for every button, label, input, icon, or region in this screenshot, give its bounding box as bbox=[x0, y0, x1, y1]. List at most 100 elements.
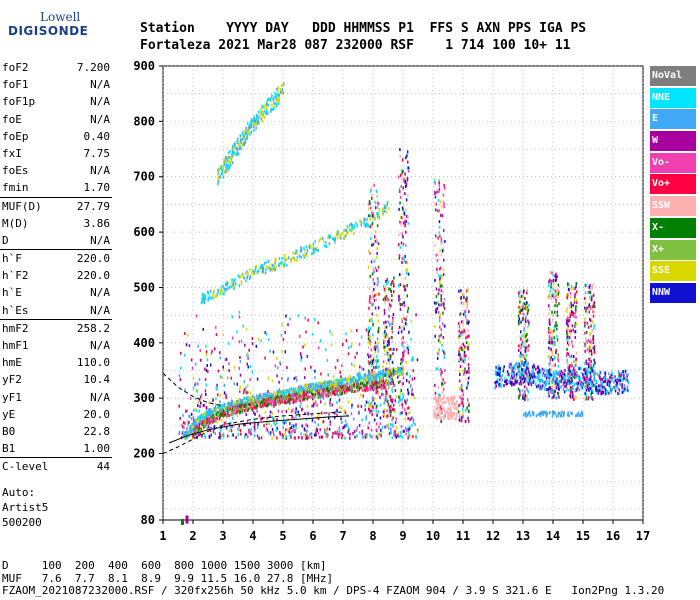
echo-point bbox=[318, 382, 320, 386]
echo-point bbox=[292, 400, 295, 404]
echo-point bbox=[389, 288, 392, 292]
echo-point bbox=[568, 341, 570, 345]
echo-point bbox=[527, 325, 529, 329]
echo-point bbox=[255, 264, 258, 268]
echo-point bbox=[581, 371, 583, 375]
echo-point bbox=[257, 337, 260, 341]
echo-point bbox=[337, 232, 339, 236]
echo-point bbox=[407, 306, 410, 310]
echo-point bbox=[253, 429, 256, 433]
echo-point bbox=[250, 401, 253, 405]
echo-point bbox=[386, 375, 388, 379]
echo-point bbox=[234, 403, 237, 407]
echo-point bbox=[207, 298, 209, 302]
echo-point bbox=[317, 388, 320, 392]
echo-point bbox=[370, 358, 372, 362]
param-value: N/A bbox=[90, 286, 110, 300]
echo-point bbox=[244, 422, 247, 426]
echo-point bbox=[257, 269, 260, 273]
echo-point bbox=[334, 236, 336, 240]
param-value: 110.0 bbox=[76, 356, 110, 370]
echo-point bbox=[522, 307, 525, 311]
echo-point bbox=[462, 401, 464, 405]
echo-point bbox=[268, 402, 271, 406]
echo-point bbox=[570, 284, 573, 288]
echo-point bbox=[230, 376, 232, 380]
echo-point bbox=[344, 384, 347, 388]
echo-point bbox=[240, 405, 242, 409]
echo-point bbox=[272, 417, 275, 421]
echo-point bbox=[585, 309, 587, 313]
echo-point bbox=[401, 171, 403, 175]
echo-point bbox=[277, 393, 280, 397]
echo-point bbox=[230, 429, 233, 433]
echo-point bbox=[589, 340, 591, 344]
echo-point bbox=[349, 377, 352, 381]
echo-point bbox=[384, 373, 386, 377]
echo-point bbox=[462, 349, 465, 353]
echo-point bbox=[197, 404, 199, 408]
echo-point bbox=[588, 349, 591, 353]
echo-point bbox=[221, 284, 224, 288]
echo-point bbox=[340, 417, 342, 421]
echo-point bbox=[276, 426, 278, 430]
echo-point bbox=[286, 396, 288, 400]
echo-point bbox=[383, 383, 385, 387]
echo-point bbox=[366, 435, 368, 439]
echo-point bbox=[572, 366, 575, 370]
echo-point bbox=[387, 280, 389, 284]
echo-point bbox=[584, 378, 586, 382]
echo-point bbox=[256, 434, 259, 438]
echo-point bbox=[215, 295, 218, 299]
echo-point bbox=[284, 350, 287, 354]
echo-point bbox=[434, 190, 436, 194]
echo-point bbox=[396, 367, 398, 371]
echo-point bbox=[372, 267, 374, 271]
echo-point bbox=[311, 390, 314, 394]
echo-point bbox=[356, 373, 359, 377]
echo-point bbox=[406, 154, 408, 158]
echo-point bbox=[569, 294, 572, 298]
echo-point bbox=[301, 395, 303, 399]
echo-point bbox=[437, 334, 440, 338]
echo-point bbox=[387, 367, 389, 371]
echo-point bbox=[228, 362, 230, 366]
echo-point bbox=[555, 272, 557, 276]
echo-point bbox=[590, 359, 592, 363]
echo-point bbox=[332, 431, 334, 435]
echo-point bbox=[378, 425, 380, 429]
logo-lowell: Lowell bbox=[40, 10, 81, 24]
echo-point bbox=[223, 158, 225, 162]
echo-point bbox=[376, 313, 378, 317]
echo-point bbox=[245, 407, 247, 411]
echo-point bbox=[382, 365, 384, 369]
echo-point bbox=[272, 263, 274, 267]
echo-point bbox=[240, 400, 242, 404]
echo-point bbox=[379, 385, 381, 389]
echo-point bbox=[368, 379, 370, 383]
echo-point bbox=[317, 431, 319, 435]
echo-point bbox=[283, 394, 286, 398]
echo-point bbox=[461, 397, 464, 401]
echo-point bbox=[290, 387, 293, 391]
echo-point bbox=[269, 349, 271, 353]
echo-point bbox=[592, 339, 595, 343]
echo-point bbox=[317, 423, 319, 427]
echo-point bbox=[231, 413, 234, 417]
echo-point bbox=[586, 379, 588, 383]
echo-point bbox=[277, 398, 279, 402]
echo-point bbox=[289, 427, 291, 431]
echo-point bbox=[345, 388, 348, 392]
echo-point bbox=[439, 267, 441, 271]
echo-point bbox=[391, 298, 393, 302]
echo-point bbox=[345, 339, 348, 343]
echo-point bbox=[415, 434, 417, 438]
echo-point bbox=[236, 414, 239, 418]
echo-point bbox=[333, 381, 335, 385]
echo-point bbox=[544, 382, 546, 386]
echo-point bbox=[364, 372, 366, 376]
echo-point bbox=[194, 421, 196, 425]
echo-point bbox=[246, 391, 248, 395]
echo-point bbox=[526, 311, 529, 315]
echo-point bbox=[590, 366, 592, 370]
